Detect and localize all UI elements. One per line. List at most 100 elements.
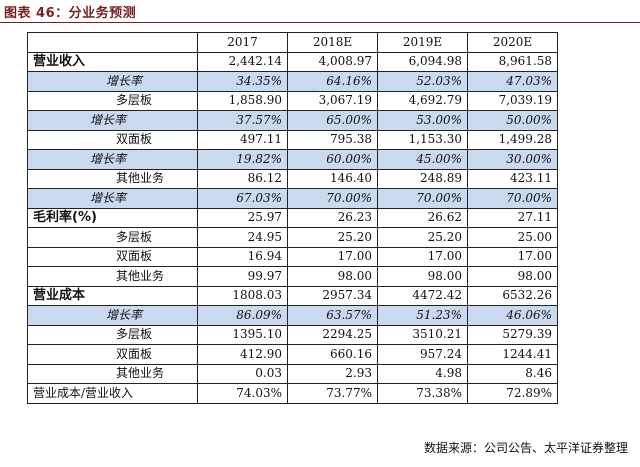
value-cell: 86.12 bbox=[197, 168, 288, 189]
value-cell: 4,692.79 bbox=[377, 90, 468, 111]
value-cell: 53.00% bbox=[377, 110, 468, 131]
value-cell: 4472.42 bbox=[377, 285, 468, 306]
row-label: 双面板 bbox=[27, 344, 198, 365]
table-row: 增长率 19.82% 60.00% 45.00% 30.00% bbox=[27, 149, 558, 170]
row-label: 其他业务 bbox=[27, 266, 198, 287]
value-cell: 98.00 bbox=[377, 266, 468, 287]
table-row: 双面板 497.11 795.38 1,153.30 1,499.28 bbox=[27, 129, 558, 150]
row-label: 增长率 bbox=[27, 305, 198, 326]
value-cell: 1,153.30 bbox=[377, 129, 468, 150]
value-cell: 73.77% bbox=[287, 383, 378, 404]
value-cell: 1395.10 bbox=[197, 324, 288, 345]
value-cell: 2.93 bbox=[287, 363, 378, 384]
figure-title: 图表 46：分业务预测 bbox=[4, 6, 137, 21]
value-cell: 37.57% bbox=[197, 110, 288, 131]
value-cell: 957.24 bbox=[377, 344, 468, 365]
value-cell: 34.35% bbox=[197, 71, 288, 92]
value-cell: 2294.25 bbox=[287, 324, 378, 345]
value-cell: 5279.39 bbox=[467, 324, 558, 345]
header-cell-2017: 2017 bbox=[197, 32, 288, 53]
value-cell: 52.03% bbox=[377, 71, 468, 92]
table-row: 营业成本 1808.03 2957.34 4472.42 6532.26 bbox=[27, 285, 558, 306]
value-cell: 98.00 bbox=[467, 266, 558, 287]
table-body: 营业收入 2,442.14 4,008.97 6,094.98 8,961.58 增长率 3… bbox=[27, 51, 558, 404]
header-cell-2020e: 2020E bbox=[467, 32, 558, 53]
value-cell: 795.38 bbox=[287, 129, 378, 150]
value-cell: 4,008.97 bbox=[287, 51, 378, 72]
value-cell: 72.89% bbox=[467, 383, 558, 404]
value-cell: 660.16 bbox=[287, 344, 378, 365]
table-row: 其他业务 99.97 98.00 98.00 98.00 bbox=[27, 266, 558, 287]
value-cell: 2957.34 bbox=[287, 285, 378, 306]
value-cell: 7,039.19 bbox=[467, 90, 558, 111]
row-label: 多层板 bbox=[27, 90, 198, 111]
table-row: 毛利率(%) 25.97 26.23 26.62 27.11 bbox=[27, 207, 558, 228]
value-cell: 2,442.14 bbox=[197, 51, 288, 72]
table-row: 多层板 1,858.90 3,067.19 4,692.79 7,039.19 bbox=[27, 90, 558, 111]
table-row: 多层板 24.95 25.20 25.20 25.00 bbox=[27, 227, 558, 248]
row-label: 多层板 bbox=[27, 324, 198, 345]
row-label: 多层板 bbox=[27, 227, 198, 248]
row-label: 其他业务 bbox=[27, 363, 198, 384]
header-cell-2018e: 2018E bbox=[287, 32, 378, 53]
value-cell: 6532.26 bbox=[467, 285, 558, 306]
table-row: 双面板 16.94 17.00 17.00 17.00 bbox=[27, 246, 558, 267]
row-label: 营业成本/营业收入 bbox=[27, 383, 198, 404]
table-row: 多层板 1395.10 2294.25 3510.21 5279.39 bbox=[27, 324, 558, 345]
value-cell: 60.00% bbox=[287, 149, 378, 170]
value-cell: 19.82% bbox=[197, 149, 288, 170]
value-cell: 497.11 bbox=[197, 129, 288, 150]
value-cell: 70.00% bbox=[287, 188, 378, 209]
value-cell: 4.98 bbox=[377, 363, 468, 384]
row-label: 增长率 bbox=[27, 71, 198, 92]
title-rule bbox=[0, 22, 640, 23]
value-cell: 25.00 bbox=[467, 227, 558, 248]
value-cell: 17.00 bbox=[377, 246, 468, 267]
value-cell: 26.62 bbox=[377, 207, 468, 228]
header-cell-2019e: 2019E bbox=[377, 32, 468, 53]
value-cell: 8,961.58 bbox=[467, 51, 558, 72]
table-row: 营业收入 2,442.14 4,008.97 6,094.98 8,961.58 bbox=[27, 51, 558, 72]
value-cell: 63.57% bbox=[287, 305, 378, 326]
forecast-table: 2017 2018E 2019E 2020E 营业收入 2,442.14 4,008… bbox=[27, 32, 558, 404]
value-cell: 74.03% bbox=[197, 383, 288, 404]
value-cell: 98.00 bbox=[287, 266, 378, 287]
value-cell: 6,094.98 bbox=[377, 51, 468, 72]
value-cell: 17.00 bbox=[467, 246, 558, 267]
table-row: 双面板 412.90 660.16 957.24 1244.41 bbox=[27, 344, 558, 365]
value-cell: 17.00 bbox=[287, 246, 378, 267]
table-row: 增长率 34.35% 64.16% 52.03% 47.03% bbox=[27, 71, 558, 92]
value-cell: 25.97 bbox=[197, 207, 288, 228]
table-row: 其他业务 86.12 146.40 248.89 423.11 bbox=[27, 168, 558, 189]
value-cell: 423.11 bbox=[467, 168, 558, 189]
row-label: 双面板 bbox=[27, 129, 198, 150]
value-cell: 16.94 bbox=[197, 246, 288, 267]
value-cell: 26.23 bbox=[287, 207, 378, 228]
value-cell: 146.40 bbox=[287, 168, 378, 189]
value-cell: 70.00% bbox=[377, 188, 468, 209]
table-row: 其他业务 0.03 2.93 4.98 8.46 bbox=[27, 363, 558, 384]
row-label: 营业成本 bbox=[27, 285, 198, 306]
table-row: 营业成本/营业收入 74.03% 73.77% 73.38% 72.89% bbox=[27, 383, 558, 404]
table-row: 增长率 86.09% 63.57% 51.23% 46.06% bbox=[27, 305, 558, 326]
value-cell: 248.89 bbox=[377, 168, 468, 189]
value-cell: 99.97 bbox=[197, 266, 288, 287]
value-cell: 47.03% bbox=[467, 71, 558, 92]
value-cell: 25.20 bbox=[377, 227, 468, 248]
value-cell: 50.00% bbox=[467, 110, 558, 131]
table-header: 2017 2018E 2019E 2020E bbox=[27, 32, 558, 53]
value-cell: 64.16% bbox=[287, 71, 378, 92]
header-cell-blank bbox=[27, 32, 198, 53]
row-label: 增长率 bbox=[27, 110, 198, 131]
value-cell: 3,067.19 bbox=[287, 90, 378, 111]
value-cell: 1244.41 bbox=[467, 344, 558, 365]
value-cell: 25.20 bbox=[287, 227, 378, 248]
table-row: 增长率 67.03% 70.00% 70.00% 70.00% bbox=[27, 188, 558, 209]
value-cell: 8.46 bbox=[467, 363, 558, 384]
value-cell: 67.03% bbox=[197, 188, 288, 209]
value-cell: 46.06% bbox=[467, 305, 558, 326]
row-label: 增长率 bbox=[27, 188, 198, 209]
value-cell: 1,499.28 bbox=[467, 129, 558, 150]
source-note: 数据来源：公司公告、太平洋证券整理 bbox=[423, 441, 628, 455]
value-cell: 65.00% bbox=[287, 110, 378, 131]
